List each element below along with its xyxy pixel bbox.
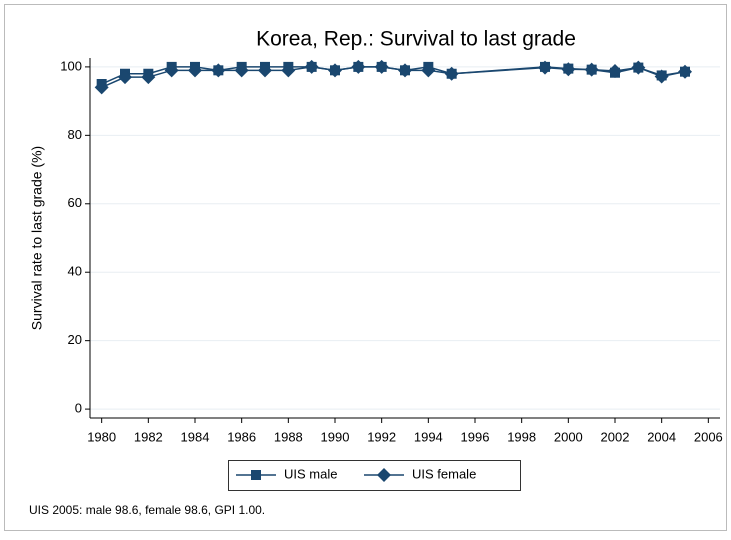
- marker: [631, 60, 646, 75]
- marker: [304, 59, 319, 74]
- marker: [164, 63, 179, 78]
- marker: [374, 59, 389, 74]
- marker: [141, 70, 156, 85]
- x-tick-label: 2006: [694, 429, 723, 444]
- x-tick-label: 1980: [87, 429, 116, 444]
- y-tick-label: 0: [75, 401, 82, 416]
- marker: [234, 63, 249, 78]
- x-tick-label: 1986: [227, 429, 256, 444]
- x-tick-label: 1982: [134, 429, 163, 444]
- marker: [351, 59, 366, 74]
- marker: [398, 63, 412, 78]
- x-tick-label: 1998: [507, 429, 536, 444]
- marker: [584, 62, 599, 77]
- y-tick-label: 60: [68, 195, 82, 210]
- marker: [258, 63, 272, 78]
- plot-area: [90, 58, 720, 418]
- marker: [118, 70, 132, 85]
- x-tick-label: 1990: [321, 429, 350, 444]
- x-tick-label: 1984: [181, 429, 210, 444]
- marker: [328, 63, 342, 78]
- marker: [421, 63, 436, 78]
- marker: [654, 69, 669, 84]
- chart-title: Korea, Rep.: Survival to last grade: [256, 28, 576, 51]
- x-tick-label: 1992: [367, 429, 396, 444]
- marker: [678, 64, 692, 79]
- marker: [561, 62, 576, 77]
- marker: [377, 468, 391, 482]
- x-tick-label: 2002: [601, 429, 630, 444]
- y-tick-label: 20: [68, 332, 82, 347]
- legend-label: UIS male: [284, 466, 337, 481]
- x-tick-label: 2000: [554, 429, 583, 444]
- y-tick-label: 40: [68, 264, 82, 279]
- y-tick-label: 100: [60, 58, 82, 73]
- marker: [281, 63, 296, 78]
- y-axis-label: Survival rate to last grade (%): [29, 146, 45, 330]
- marker: [251, 470, 261, 480]
- marker: [608, 64, 622, 79]
- y-tick-label: 80: [68, 127, 82, 142]
- x-tick-label: 1988: [274, 429, 303, 444]
- marker: [211, 63, 226, 78]
- marker: [94, 80, 109, 95]
- marker: [188, 63, 202, 78]
- x-tick-label: 1994: [414, 429, 443, 444]
- note: UIS 2005: male 98.6, female 98.6, GPI 1.…: [29, 503, 265, 517]
- marker: [444, 66, 459, 81]
- marker: [538, 60, 552, 75]
- x-tick-label: 2004: [647, 429, 676, 444]
- x-tick-label: 1996: [461, 429, 490, 444]
- legend-label: UIS female: [412, 466, 476, 481]
